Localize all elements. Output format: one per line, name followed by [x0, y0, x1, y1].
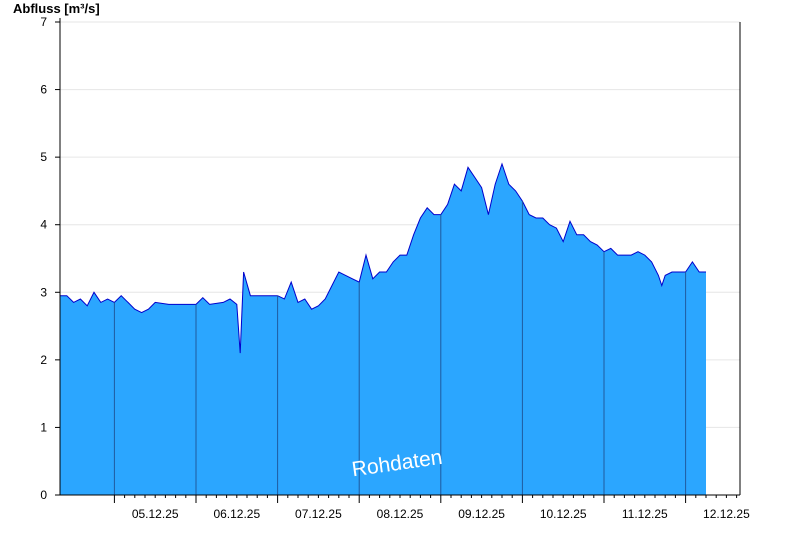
x-tick-label: 08.12.25 — [377, 507, 424, 521]
x-tick-label: 12.12.25 — [703, 507, 750, 521]
x-tick-label: 09.12.25 — [458, 507, 505, 521]
x-tick-label: 11.12.25 — [622, 507, 668, 521]
discharge-area — [60, 163, 706, 495]
y-tick-label: 0 — [40, 488, 47, 502]
day-separator-lines — [113, 201, 687, 495]
y-tick-label: 3 — [40, 285, 47, 299]
y-tick-label: 6 — [40, 83, 47, 97]
y-tick-label: 7 — [40, 15, 47, 29]
discharge-line — [60, 162, 706, 354]
x-tick-label: 06.12.25 — [213, 507, 260, 521]
y-axis-ticks: 0 1 2 3 4 5 6 7 — [40, 15, 60, 502]
x-tick-label: 07.12.25 — [295, 507, 342, 521]
y-tick-label: 4 — [40, 218, 47, 232]
y-tick-label: 5 — [40, 150, 47, 164]
y-tick-label: 2 — [40, 353, 47, 367]
x-axis-ticks: 05.12.25 06.12.25 07.12.25 08.12.25 09.12.25… — [113, 495, 750, 521]
x-tick-label: 05.12.25 — [132, 507, 179, 521]
x-tick-label: 10.12.25 — [540, 507, 587, 521]
y-tick-label: 1 — [40, 420, 47, 434]
data-area-group — [60, 162, 706, 495]
y-axis-label: Abfluss [m³/s] — [13, 1, 100, 16]
